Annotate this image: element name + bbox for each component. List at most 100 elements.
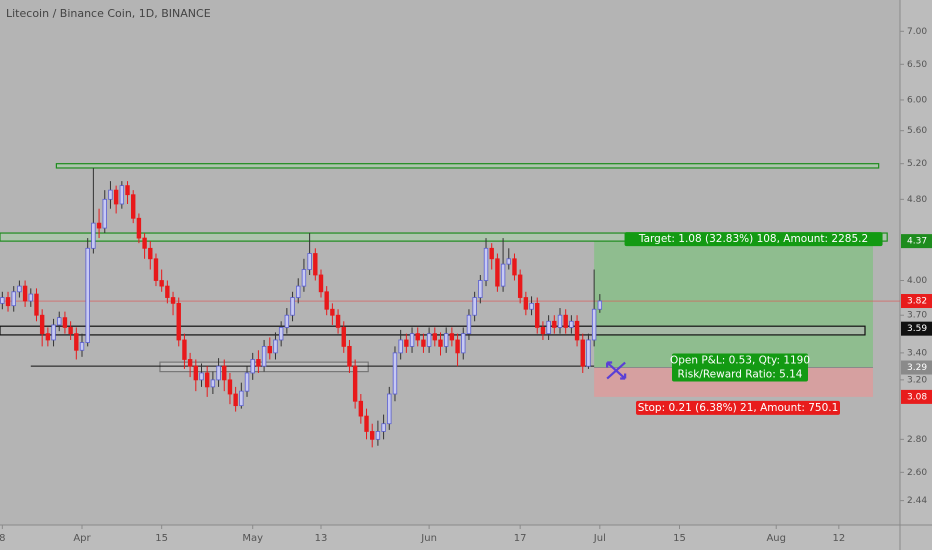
- y-tick-label: 3.40: [907, 348, 927, 358]
- candle-body: [409, 333, 415, 347]
- candle-body: [119, 185, 125, 205]
- candle-body: [17, 285, 22, 293]
- zone: [55, 163, 880, 169]
- candle-body: [313, 253, 318, 276]
- price-label-box: [901, 294, 932, 309]
- zone: [0, 325, 866, 336]
- candle-body: [153, 258, 159, 281]
- x-tick-label: 8: [0, 533, 6, 544]
- candle-body: [125, 185, 130, 196]
- candle-body: [57, 317, 62, 326]
- stop-label: Stop: 0.21 (6.38%) 21, Amount: 750.1: [638, 402, 839, 414]
- candle-body: [85, 247, 90, 343]
- price-label-box: [901, 389, 932, 404]
- y-tick-label: 4.00: [907, 276, 927, 286]
- candle-body: [404, 339, 409, 347]
- candle-body: [341, 327, 346, 347]
- pnl-label: Open P&L: 0.53, Qty: 1190: [670, 355, 810, 367]
- candle-body: [51, 324, 56, 341]
- price-label-box: [901, 321, 932, 336]
- candle-body: [165, 285, 170, 298]
- candle-body: [495, 258, 500, 287]
- y-tick-label: 7.00: [907, 27, 927, 37]
- candle-body: [0, 297, 5, 304]
- candle-body: [199, 372, 204, 381]
- time-axis: [0, 525, 932, 550]
- candle-body: [330, 308, 335, 316]
- candle-body: [392, 352, 398, 395]
- candle-body: [239, 390, 244, 407]
- candle-body: [261, 345, 267, 367]
- candle-body: [318, 274, 324, 293]
- candle-body: [472, 297, 477, 316]
- candle-body: [438, 339, 443, 347]
- price-label: 4.37: [907, 237, 927, 247]
- candle-body: [500, 263, 506, 287]
- candle-body: [569, 320, 574, 328]
- y-tick-label: 3.70: [907, 311, 927, 321]
- candle-body: [540, 327, 546, 335]
- candle-body: [68, 327, 73, 335]
- candle-body: [74, 333, 79, 351]
- candle-body: [34, 293, 39, 316]
- candle-body: [290, 297, 295, 316]
- candle-body: [324, 291, 329, 310]
- y-tick-label: 6.00: [907, 95, 927, 105]
- candle-body: [39, 314, 45, 335]
- candle-body: [250, 359, 255, 374]
- candle-body: [597, 300, 603, 310]
- candle-body: [170, 297, 176, 304]
- y-tick-label: 5.60: [907, 126, 927, 136]
- candle-body: [62, 317, 68, 328]
- x-tick-label: 13: [315, 533, 328, 544]
- candle-body: [535, 302, 540, 328]
- x-tick-label: 17: [514, 533, 527, 544]
- candle-body: [204, 372, 210, 388]
- candle-body: [22, 285, 28, 302]
- candle-body: [591, 308, 597, 341]
- price-label: 3.59: [907, 324, 927, 334]
- candle-body: [421, 339, 426, 347]
- y-tick-label: 2.60: [907, 468, 927, 478]
- candle-body: [187, 359, 193, 367]
- candle-body: [307, 253, 312, 270]
- candle-body: [267, 345, 272, 354]
- stop-label-box: [636, 400, 840, 415]
- candle-body: [222, 365, 227, 381]
- candle-body: [586, 339, 591, 367]
- candle-body: [227, 379, 233, 395]
- target-label-box: [624, 232, 883, 247]
- x-tick-label: May: [242, 533, 263, 544]
- pnl-label-box: [672, 353, 808, 382]
- candle-body: [193, 365, 199, 381]
- candle-body: [455, 339, 460, 354]
- candle-body: [301, 269, 307, 287]
- candle-body: [398, 339, 403, 354]
- y-tick-label: 3.20: [907, 375, 927, 385]
- candle-body: [352, 365, 358, 402]
- candle-body: [574, 320, 580, 341]
- candle-body: [375, 431, 381, 440]
- move-icon: [606, 361, 627, 380]
- candle-body: [182, 339, 187, 360]
- candle-body: [466, 314, 472, 335]
- candle-body: [546, 320, 551, 335]
- candle-body: [11, 291, 16, 307]
- candle-body: [364, 415, 369, 432]
- price-label-box: [901, 360, 932, 375]
- candle-body: [415, 333, 420, 341]
- y-tick-label: 4.80: [907, 195, 927, 205]
- candle-body: [256, 359, 261, 367]
- candle-body: [284, 314, 290, 328]
- x-tick-label: Aug: [766, 533, 786, 544]
- x-tick-label: Apr: [73, 533, 91, 544]
- candle-body: [387, 393, 392, 425]
- candle-body: [28, 293, 33, 302]
- candle-body: [489, 247, 494, 260]
- zone: [0, 232, 888, 242]
- candle-body: [142, 237, 147, 249]
- price-label-box: [901, 234, 932, 249]
- candle-body: [176, 302, 181, 341]
- price-label: 3.08: [907, 392, 927, 402]
